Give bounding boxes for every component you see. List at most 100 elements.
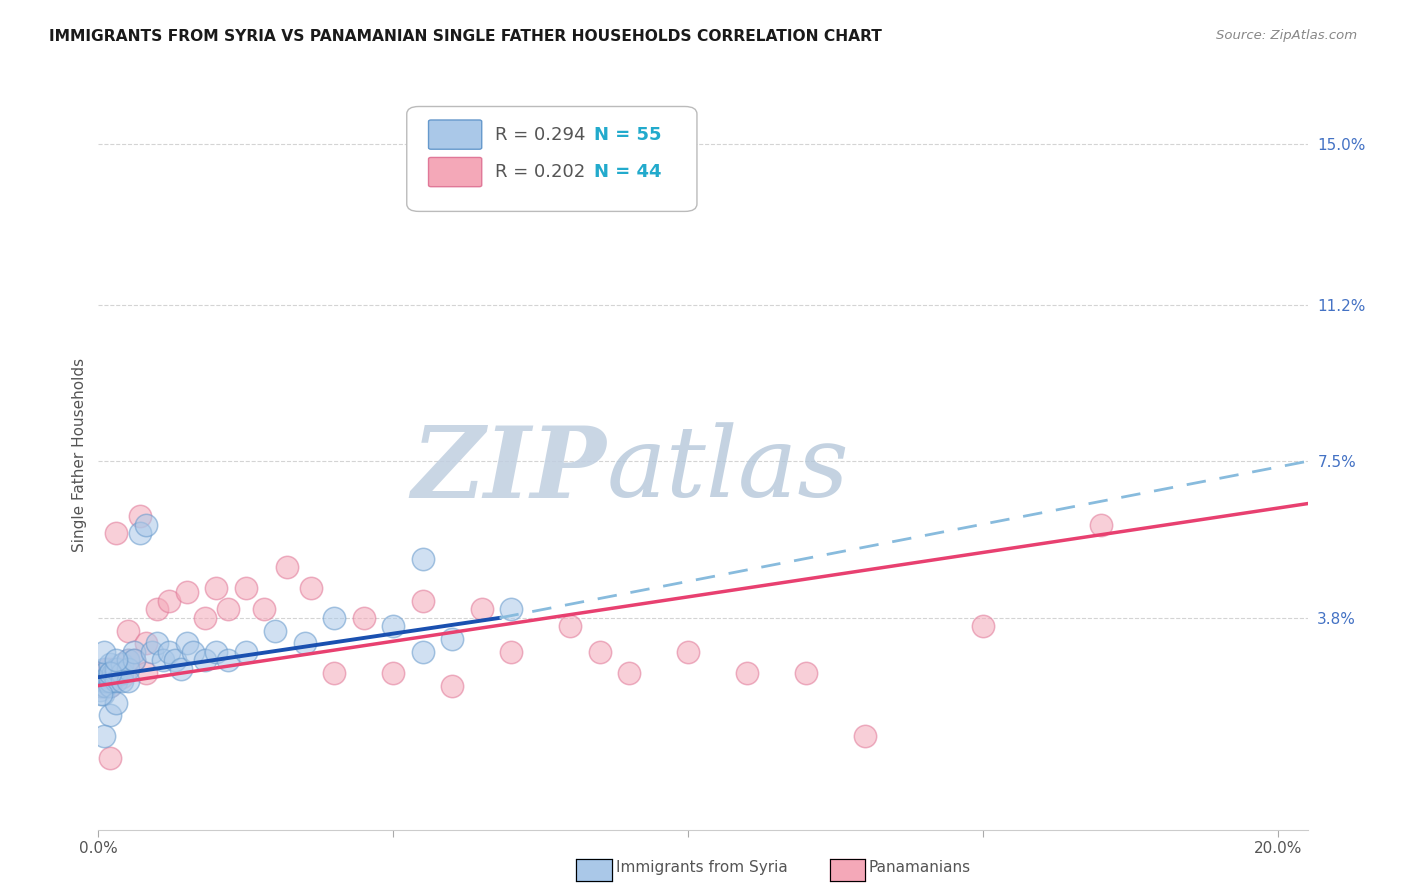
Point bbox=[501, 645, 523, 659]
Point bbox=[235, 581, 257, 595]
Point bbox=[101, 665, 124, 680]
Point bbox=[111, 662, 134, 676]
Point bbox=[111, 670, 134, 684]
Point bbox=[90, 670, 112, 684]
Point bbox=[90, 687, 112, 701]
Point bbox=[152, 653, 174, 667]
Point bbox=[105, 662, 128, 676]
Point bbox=[471, 602, 494, 616]
Point bbox=[105, 696, 128, 710]
Point bbox=[98, 708, 121, 723]
Point bbox=[264, 624, 287, 638]
Point bbox=[235, 645, 257, 659]
Point bbox=[252, 602, 274, 616]
Point bbox=[89, 682, 111, 697]
Point bbox=[382, 665, 405, 680]
Point bbox=[194, 653, 217, 667]
Point bbox=[117, 662, 139, 676]
Point bbox=[412, 645, 434, 659]
Point bbox=[117, 653, 139, 667]
Point bbox=[146, 602, 169, 616]
Point bbox=[441, 679, 464, 693]
Point bbox=[98, 657, 121, 672]
Point bbox=[128, 509, 150, 524]
FancyBboxPatch shape bbox=[429, 158, 482, 186]
Point bbox=[412, 551, 434, 566]
Point bbox=[353, 611, 375, 625]
Point bbox=[128, 526, 150, 541]
Point bbox=[276, 560, 298, 574]
Point bbox=[94, 679, 117, 693]
Point bbox=[122, 645, 145, 659]
Point bbox=[93, 645, 115, 659]
Point bbox=[117, 653, 139, 667]
Y-axis label: Single Father Households: Single Father Households bbox=[72, 358, 87, 552]
Point bbox=[98, 674, 121, 689]
Point bbox=[96, 670, 118, 684]
Point bbox=[105, 665, 128, 680]
Point bbox=[94, 665, 117, 680]
Text: N = 55: N = 55 bbox=[595, 126, 662, 144]
Point bbox=[205, 645, 228, 659]
Text: IMMIGRANTS FROM SYRIA VS PANAMANIAN SINGLE FATHER HOUSEHOLDS CORRELATION CHART: IMMIGRANTS FROM SYRIA VS PANAMANIAN SING… bbox=[49, 29, 882, 44]
Point bbox=[181, 645, 204, 659]
Point bbox=[794, 665, 817, 680]
Point bbox=[98, 662, 121, 676]
Point bbox=[96, 662, 118, 676]
Text: Source: ZipAtlas.com: Source: ZipAtlas.com bbox=[1216, 29, 1357, 42]
Point bbox=[93, 679, 115, 693]
Point bbox=[96, 674, 118, 689]
Point bbox=[135, 665, 157, 680]
Point bbox=[93, 730, 115, 744]
Point bbox=[194, 611, 217, 625]
Point bbox=[135, 636, 157, 650]
Text: R = 0.294: R = 0.294 bbox=[495, 126, 585, 144]
Point bbox=[98, 665, 121, 680]
Text: Immigrants from Syria: Immigrants from Syria bbox=[616, 860, 787, 874]
Point bbox=[91, 687, 114, 701]
Point bbox=[157, 594, 180, 608]
Point bbox=[217, 653, 239, 667]
Point bbox=[382, 619, 405, 633]
Text: R = 0.202: R = 0.202 bbox=[495, 163, 585, 181]
Point bbox=[441, 632, 464, 646]
Point bbox=[589, 645, 612, 659]
Point bbox=[1090, 517, 1112, 532]
Point bbox=[93, 665, 115, 680]
Point bbox=[157, 645, 180, 659]
Point bbox=[98, 679, 121, 693]
Point bbox=[111, 657, 134, 672]
Point bbox=[105, 526, 128, 541]
Point bbox=[176, 636, 198, 650]
Point bbox=[90, 679, 112, 693]
Point bbox=[105, 670, 128, 684]
Point bbox=[205, 581, 228, 595]
Point bbox=[93, 674, 115, 689]
Point bbox=[146, 636, 169, 650]
Point bbox=[299, 581, 322, 595]
Point bbox=[735, 665, 758, 680]
Point bbox=[111, 674, 134, 689]
Point bbox=[111, 665, 134, 680]
Point bbox=[98, 665, 121, 680]
FancyBboxPatch shape bbox=[406, 106, 697, 211]
Text: atlas: atlas bbox=[606, 422, 849, 517]
Point bbox=[105, 674, 128, 689]
Point bbox=[98, 750, 121, 764]
Text: N = 44: N = 44 bbox=[595, 163, 662, 181]
Point bbox=[323, 611, 346, 625]
Point bbox=[678, 645, 700, 659]
Point bbox=[117, 624, 139, 638]
Text: ZIP: ZIP bbox=[412, 422, 606, 518]
Point bbox=[89, 679, 111, 693]
Point bbox=[619, 665, 641, 680]
Point bbox=[170, 662, 193, 676]
Point bbox=[117, 674, 139, 689]
Point bbox=[560, 619, 582, 633]
Point bbox=[122, 653, 145, 667]
Point bbox=[165, 653, 187, 667]
Point bbox=[972, 619, 994, 633]
Point bbox=[93, 662, 115, 676]
Point bbox=[98, 679, 121, 693]
Point bbox=[501, 602, 523, 616]
